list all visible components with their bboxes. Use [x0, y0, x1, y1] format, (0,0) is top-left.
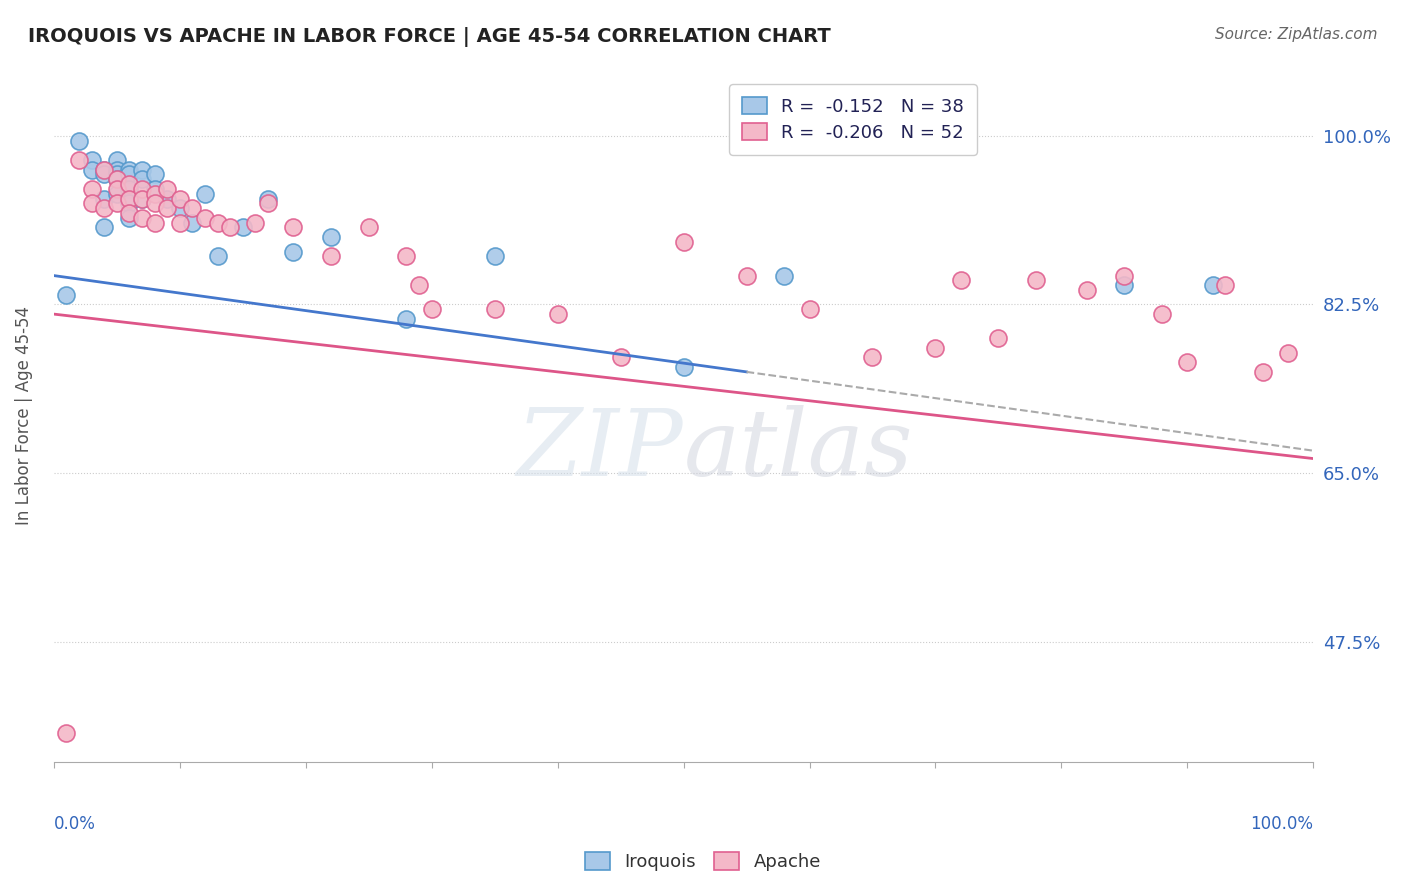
Point — [156, 192, 179, 206]
Point — [949, 273, 972, 287]
Point — [1213, 278, 1236, 293]
Point — [118, 177, 141, 191]
Point — [67, 153, 90, 167]
Point — [105, 196, 128, 211]
Point — [80, 182, 103, 196]
Point — [232, 220, 254, 235]
Point — [93, 192, 115, 206]
Point — [93, 201, 115, 215]
Point — [118, 206, 141, 220]
Point — [1152, 307, 1174, 321]
Point — [1201, 278, 1223, 293]
Point — [131, 162, 153, 177]
Text: Source: ZipAtlas.com: Source: ZipAtlas.com — [1215, 27, 1378, 42]
Y-axis label: In Labor Force | Age 45-54: In Labor Force | Age 45-54 — [15, 306, 32, 524]
Point — [131, 211, 153, 225]
Point — [118, 162, 141, 177]
Point — [93, 162, 115, 177]
Point — [93, 220, 115, 235]
Point — [484, 249, 506, 263]
Point — [319, 230, 342, 244]
Point — [207, 216, 229, 230]
Point — [105, 186, 128, 201]
Point — [395, 249, 418, 263]
Point — [194, 211, 217, 225]
Point — [357, 220, 380, 235]
Point — [80, 162, 103, 177]
Point — [1114, 268, 1136, 283]
Point — [80, 196, 103, 211]
Point — [735, 268, 758, 283]
Point — [672, 235, 695, 249]
Point — [1277, 345, 1299, 359]
Point — [181, 201, 204, 215]
Point — [105, 172, 128, 186]
Point — [93, 162, 115, 177]
Point — [672, 360, 695, 375]
Point — [1114, 278, 1136, 293]
Point — [1251, 365, 1274, 379]
Text: IROQUOIS VS APACHE IN LABOR FORCE | AGE 45-54 CORRELATION CHART: IROQUOIS VS APACHE IN LABOR FORCE | AGE … — [28, 27, 831, 46]
Text: 100.0%: 100.0% — [1250, 815, 1313, 833]
Point — [118, 196, 141, 211]
Point — [281, 244, 304, 259]
Point — [55, 726, 77, 740]
Point — [156, 201, 179, 215]
Point — [1025, 273, 1047, 287]
Point — [484, 302, 506, 317]
Point — [169, 201, 191, 215]
Legend: Iroquois, Apache: Iroquois, Apache — [578, 846, 828, 879]
Point — [219, 220, 242, 235]
Point — [1076, 283, 1098, 297]
Point — [395, 312, 418, 326]
Point — [924, 341, 946, 355]
Point — [118, 192, 141, 206]
Point — [1175, 355, 1198, 369]
Point — [799, 302, 821, 317]
Point — [80, 153, 103, 167]
Point — [245, 216, 267, 230]
Point — [862, 351, 884, 365]
Point — [118, 182, 141, 196]
Point — [105, 153, 128, 167]
Point — [67, 134, 90, 148]
Point — [257, 192, 280, 206]
Point — [194, 186, 217, 201]
Point — [105, 172, 128, 186]
Point — [207, 249, 229, 263]
Text: atlas: atlas — [683, 405, 912, 495]
Point — [408, 278, 430, 293]
Point — [281, 220, 304, 235]
Point — [609, 351, 631, 365]
Point — [143, 168, 166, 182]
Text: ZIP: ZIP — [517, 405, 683, 495]
Point — [143, 182, 166, 196]
Point — [547, 307, 569, 321]
Point — [156, 182, 179, 196]
Point — [143, 186, 166, 201]
Legend: R =  -0.152   N = 38, R =  -0.206   N = 52: R = -0.152 N = 38, R = -0.206 N = 52 — [730, 85, 977, 154]
Point — [105, 162, 128, 177]
Point — [131, 192, 153, 206]
Point — [55, 288, 77, 302]
Point — [131, 192, 153, 206]
Text: 0.0%: 0.0% — [53, 815, 96, 833]
Point — [143, 196, 166, 211]
Point — [105, 182, 128, 196]
Point — [181, 216, 204, 230]
Point — [987, 331, 1010, 345]
Point — [420, 302, 443, 317]
Point — [319, 249, 342, 263]
Point — [105, 168, 128, 182]
Point — [118, 168, 141, 182]
Point — [118, 211, 141, 225]
Point — [773, 268, 796, 283]
Point — [169, 192, 191, 206]
Point — [257, 196, 280, 211]
Point — [93, 168, 115, 182]
Point — [169, 216, 191, 230]
Point — [143, 216, 166, 230]
Point — [131, 182, 153, 196]
Point — [131, 172, 153, 186]
